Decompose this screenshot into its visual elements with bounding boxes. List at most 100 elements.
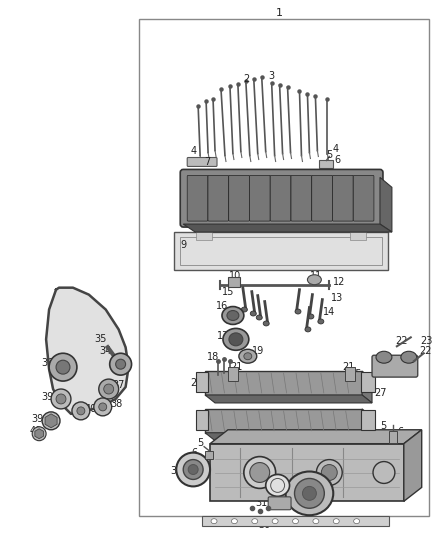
Text: 5: 5: [197, 438, 203, 448]
Ellipse shape: [229, 333, 243, 346]
Ellipse shape: [99, 403, 107, 411]
Bar: [389, 431, 397, 443]
Ellipse shape: [49, 353, 77, 381]
Text: 20: 20: [268, 409, 281, 419]
Ellipse shape: [42, 412, 60, 430]
Ellipse shape: [56, 394, 66, 404]
Ellipse shape: [223, 328, 249, 350]
Ellipse shape: [77, 407, 85, 415]
Bar: [210, 443, 404, 502]
Text: 12: 12: [333, 277, 346, 287]
Bar: [202, 516, 389, 526]
FancyBboxPatch shape: [291, 175, 312, 221]
Text: 6: 6: [191, 448, 197, 458]
Ellipse shape: [250, 311, 256, 316]
Ellipse shape: [32, 427, 46, 441]
Bar: [228, 277, 240, 287]
Ellipse shape: [222, 306, 244, 325]
FancyBboxPatch shape: [268, 497, 291, 510]
Polygon shape: [362, 371, 372, 403]
Text: 27: 27: [190, 378, 202, 388]
Ellipse shape: [252, 519, 258, 523]
Ellipse shape: [241, 307, 247, 312]
Bar: [205, 450, 213, 458]
Text: 21: 21: [231, 362, 243, 372]
Ellipse shape: [183, 459, 203, 480]
Ellipse shape: [94, 398, 112, 416]
Ellipse shape: [110, 353, 131, 375]
Text: 24: 24: [396, 364, 408, 374]
Polygon shape: [362, 409, 372, 441]
Ellipse shape: [244, 353, 252, 360]
Text: 9: 9: [180, 240, 186, 250]
Bar: [205, 409, 362, 433]
Text: 5: 5: [209, 462, 215, 472]
Ellipse shape: [376, 351, 392, 363]
FancyBboxPatch shape: [270, 175, 291, 221]
Ellipse shape: [293, 519, 298, 523]
Bar: [345, 367, 355, 381]
Ellipse shape: [303, 487, 316, 500]
Text: 36: 36: [41, 358, 53, 368]
Ellipse shape: [116, 359, 126, 369]
Text: 29: 29: [335, 486, 347, 495]
FancyBboxPatch shape: [353, 175, 374, 221]
Bar: [228, 367, 238, 381]
Ellipse shape: [321, 465, 337, 480]
Text: 26: 26: [216, 389, 228, 399]
Text: 40: 40: [85, 404, 97, 414]
Text: 40: 40: [30, 426, 42, 436]
Ellipse shape: [188, 465, 198, 474]
Ellipse shape: [231, 519, 237, 523]
FancyBboxPatch shape: [180, 169, 383, 227]
Text: 20: 20: [268, 372, 281, 382]
Text: 39: 39: [41, 392, 53, 402]
Ellipse shape: [333, 519, 339, 523]
Ellipse shape: [313, 519, 319, 523]
Bar: [361, 372, 375, 392]
FancyBboxPatch shape: [208, 175, 229, 221]
Ellipse shape: [56, 360, 70, 374]
Text: 3: 3: [268, 71, 275, 81]
Ellipse shape: [272, 519, 278, 523]
Text: 18: 18: [317, 501, 329, 511]
Text: 37: 37: [113, 380, 125, 390]
Text: 30: 30: [258, 520, 271, 530]
Ellipse shape: [266, 474, 290, 496]
Polygon shape: [210, 430, 422, 443]
Bar: [319, 160, 333, 168]
Text: 32: 32: [258, 480, 271, 490]
Text: 19: 19: [251, 346, 264, 356]
FancyBboxPatch shape: [187, 175, 208, 221]
Bar: [180, 237, 382, 265]
Ellipse shape: [263, 321, 269, 326]
Text: 28: 28: [388, 456, 400, 465]
Ellipse shape: [305, 327, 311, 332]
Ellipse shape: [99, 379, 119, 399]
Ellipse shape: [72, 402, 90, 420]
Text: 35: 35: [95, 334, 107, 344]
Text: 14: 14: [323, 306, 336, 317]
Bar: [205, 371, 362, 395]
Text: 26: 26: [357, 389, 369, 399]
Ellipse shape: [286, 472, 333, 515]
Bar: [174, 232, 388, 270]
Text: 18: 18: [207, 352, 219, 362]
Text: 8: 8: [229, 188, 235, 198]
Ellipse shape: [244, 457, 276, 488]
Ellipse shape: [51, 389, 71, 409]
Ellipse shape: [401, 351, 417, 363]
Text: 21: 21: [342, 362, 354, 372]
FancyBboxPatch shape: [312, 175, 332, 221]
Polygon shape: [46, 288, 129, 414]
Text: 27: 27: [375, 388, 387, 398]
Ellipse shape: [308, 314, 314, 319]
Polygon shape: [205, 433, 372, 441]
Text: 39: 39: [31, 414, 43, 424]
Text: 5: 5: [326, 150, 332, 159]
Ellipse shape: [211, 519, 217, 523]
FancyBboxPatch shape: [250, 175, 270, 221]
Text: 17: 17: [217, 332, 229, 341]
Ellipse shape: [294, 479, 324, 508]
Text: 10: 10: [229, 271, 241, 281]
